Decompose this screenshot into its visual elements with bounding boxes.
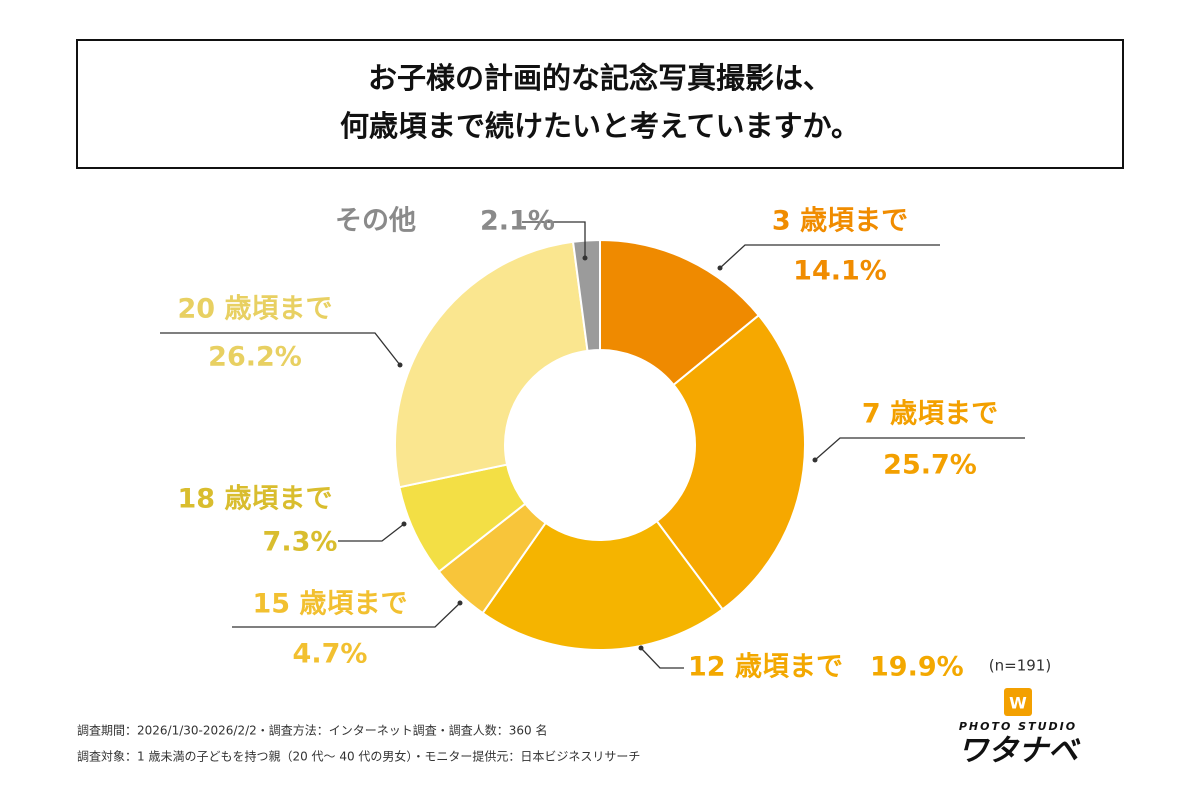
leader-dot <box>397 362 403 368</box>
leader-dot <box>638 645 644 651</box>
chart-title: お子様の計画的な記念写真撮影は、 <box>368 61 832 95</box>
leader-line <box>160 332 401 366</box>
logo-icon <box>1004 688 1032 716</box>
leader-line <box>814 437 1025 461</box>
value-label: 25.7% <box>883 450 977 481</box>
leader-dot <box>401 521 407 527</box>
slice <box>599 238 761 387</box>
value-label: 19.9% <box>870 652 964 683</box>
value-label: 14.1% <box>793 256 887 287</box>
logo-name: ワタナベ <box>958 734 1081 769</box>
leader-line <box>719 244 940 269</box>
value-label: 4.7% <box>293 639 368 670</box>
value-label: 26.2% <box>208 342 302 373</box>
slice <box>655 313 806 611</box>
value-label: 7.3% <box>263 527 338 558</box>
logo-icon-mark: W <box>1009 694 1027 713</box>
footnote: 調査期間：2026/1/30-2026/2/2・調査方法：インターネット調査・調… <box>77 723 547 738</box>
leader-line <box>232 602 461 628</box>
leader-line <box>640 647 684 669</box>
leader-dot <box>457 600 463 606</box>
category-label: 20 歳頃まで <box>178 294 333 325</box>
category-label: その他 <box>335 206 416 237</box>
slice <box>571 238 601 352</box>
title-box <box>76 39 1124 169</box>
value-label: 2.1% <box>480 206 555 237</box>
sample-note: (n=191) <box>989 657 1051 675</box>
chart-title: 何歳頃まで続けたいと考えていますか。 <box>340 109 860 143</box>
slice <box>394 240 589 489</box>
category-label: 3 歳頃まで <box>772 206 908 237</box>
leader-line <box>522 221 586 258</box>
category-label: 15 歳頃まで <box>253 589 408 620</box>
category-label: 12 歳頃まで <box>688 652 843 683</box>
logo-subtitle: PHOTO STUDIO <box>959 720 1077 733</box>
footnote: 調査対象：1 歳未満の子どもを持つ親（20 代〜 40 代の男女）・モニター提供… <box>77 749 640 764</box>
category-label: 18 歳頃まで <box>178 484 333 515</box>
leader-dot <box>582 255 588 261</box>
leader-dot <box>717 265 723 271</box>
leader-dot <box>812 457 818 463</box>
leader-line <box>338 523 405 542</box>
category-label: 7 歳頃まで <box>862 399 998 430</box>
slice <box>481 519 724 651</box>
